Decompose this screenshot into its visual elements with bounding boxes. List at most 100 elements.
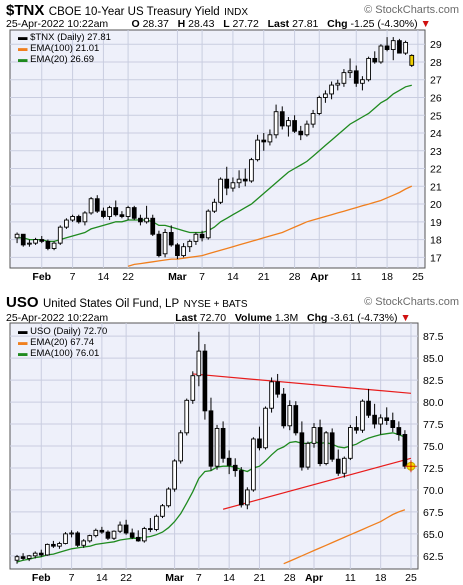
tnx-ytick-label: 23 — [430, 146, 442, 158]
uso-xtick-label: 14 — [223, 572, 235, 584]
tnx-xtick-label: 21 — [258, 271, 270, 283]
uso-legend-ema20: ▬ EMA(20) 67.74 — [18, 337, 95, 348]
tnx-candle — [119, 214, 125, 217]
uso-xtick-label: 7 — [196, 572, 202, 584]
tnx-candle — [323, 93, 328, 98]
tnx-candle — [20, 233, 26, 246]
uso-candle — [238, 470, 244, 506]
uso-candle — [311, 427, 317, 444]
tnx-candle — [378, 45, 384, 63]
tnx-candle — [45, 240, 51, 249]
uso-ytick-label: 62.5 — [423, 551, 444, 563]
uso-chg: -3.61 (-4.73%) — [330, 312, 398, 324]
uso-candle — [87, 535, 93, 542]
tnx-quote-row: 25-Apr-2022 10:22am O 28.37 H 28.43 L 27… — [6, 18, 431, 30]
tnx-xtick-label: 7 — [199, 271, 205, 283]
uso-candle — [384, 417, 390, 421]
tnx-candle — [107, 207, 112, 217]
uso-xtick-label: 14 — [96, 572, 108, 584]
uso-candle — [366, 400, 371, 416]
uso-down-arrow-icon: ▼ — [400, 312, 411, 324]
uso-trendline — [222, 457, 412, 510]
tnx-candle — [397, 40, 402, 54]
uso-candle — [26, 555, 32, 559]
tnx-candle — [298, 130, 304, 136]
tnx-candle — [273, 111, 279, 136]
tnx-candle — [366, 57, 371, 81]
uso-chart-svg: 62.5 65.0 67.5 70.0 72.5 75.0 77.5 80.0 82.5 85.0… — [9, 322, 444, 584]
uso-candle — [63, 533, 68, 544]
uso-ytick-label: 72.5 — [423, 463, 444, 475]
uso-candle — [348, 427, 353, 459]
tnx-candle — [360, 79, 365, 84]
uso-candle — [38, 552, 44, 556]
tnx-candle — [14, 233, 20, 239]
tnx-ytick-label: 18 — [430, 235, 442, 247]
tnx-candle — [261, 139, 267, 143]
tnx-candle — [82, 212, 88, 223]
tnx-last-label: Last — [267, 18, 290, 30]
uso-candle — [251, 438, 256, 491]
uso-last-label: Last — [175, 312, 197, 324]
uso-legend-price: ▬ USO (Daily) 72.70 — [18, 326, 108, 337]
uso-xtick-label: 25 — [405, 572, 417, 584]
uso-ema20-line — [283, 509, 406, 565]
uso-candle — [148, 528, 153, 531]
uso-legend-ema20-label: EMA(20) 67.74 — [30, 337, 95, 348]
uso-candle — [269, 381, 274, 409]
tnx-legend-price-label: $TNX (Daily) 27.81 — [30, 32, 111, 43]
tnx-xtick-label: Apr — [310, 271, 328, 283]
uso-candle — [32, 552, 38, 557]
uso-ytick-label: 70.0 — [423, 485, 444, 497]
uso-xtick-label: 21 — [254, 572, 266, 584]
tnx-candle — [162, 232, 168, 255]
uso-candle — [160, 505, 165, 517]
tnx-candle — [353, 70, 359, 84]
tnx-candle — [181, 246, 186, 257]
uso-candle — [141, 528, 147, 542]
tnx-candle — [236, 178, 242, 184]
uso-candle — [360, 400, 365, 431]
uso-candle — [135, 536, 141, 542]
tnx-legend-ema100: ▬ EMA(100) 21.01 — [18, 43, 100, 54]
uso-candle — [172, 460, 177, 490]
uso-candle — [208, 410, 214, 467]
uso-legend-price-label: USO (Daily) 72.70 — [30, 326, 108, 337]
uso-ytick-label: 77.5 — [423, 419, 444, 431]
tnx-candle — [409, 54, 415, 66]
tnx-panel: $TNX CBOE 10-Year US Treasury Yield INDX… — [0, 0, 463, 290]
uso-candle — [263, 407, 268, 449]
tnx-candle — [101, 210, 106, 217]
tnx-symbol: $TNX — [6, 2, 45, 19]
uso-candle — [178, 432, 183, 462]
tnx-high: 28.43 — [188, 18, 215, 30]
tnx-xtick-label: 25 — [412, 271, 424, 283]
uso-candle — [287, 405, 293, 427]
tnx-candle — [218, 178, 223, 203]
uso-candle — [305, 442, 311, 468]
uso-xtick-label: 28 — [284, 572, 296, 584]
tnx-candle — [70, 216, 75, 221]
uso-candle — [184, 399, 190, 434]
tnx-candle — [168, 232, 174, 246]
tnx-candle — [144, 217, 149, 223]
tnx-low-label: L — [223, 18, 230, 30]
tnx-down-arrow-icon: ▼ — [420, 18, 431, 30]
tnx-candle — [267, 134, 273, 143]
uso-date: 25-Apr-2022 10:22am — [6, 312, 109, 324]
uso-ytick-label: 87.5 — [423, 331, 444, 343]
tnx-xtick-label: 22 — [122, 271, 134, 283]
tnx-ema100-line — [127, 185, 413, 267]
uso-candle — [372, 414, 377, 425]
tnx-open-label: O — [131, 18, 140, 30]
uso-candle — [69, 532, 74, 535]
uso-trendline — [192, 373, 412, 394]
tnx-candle — [230, 182, 236, 189]
tnx-legend: ▬ $TNX (Daily) 27.81 ▬ EMA(100) 21.01 ▬ … — [18, 32, 111, 65]
tnx-candle — [403, 41, 408, 54]
tnx-ema20-line — [17, 84, 412, 243]
tnx-xtick-label: Mar — [168, 271, 187, 283]
tnx-candle — [76, 216, 82, 223]
tnx-candle — [175, 244, 180, 257]
uso-chg-label: Chg — [307, 312, 328, 324]
